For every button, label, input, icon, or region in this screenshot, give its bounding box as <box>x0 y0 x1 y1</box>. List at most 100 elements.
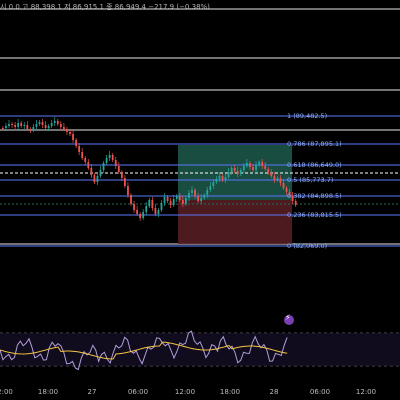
candle-body <box>267 169 270 172</box>
time-tick: 2:00 <box>0 388 13 396</box>
rsi-line <box>0 330 288 371</box>
candle-body <box>160 203 163 210</box>
candle-body <box>215 179 218 182</box>
candle-body <box>47 126 50 128</box>
candle-body <box>255 165 257 170</box>
candle-body <box>105 158 108 163</box>
time-tick: 12:00 <box>174 388 196 396</box>
fib-level-label: 0.618 (86,649.0) <box>287 161 342 169</box>
candle-body <box>206 190 209 195</box>
candle-body <box>2 128 4 129</box>
time-tick: 18:00 <box>37 388 59 396</box>
time-tick: 06:00 <box>127 388 149 396</box>
loss-zone <box>178 200 292 244</box>
candle-body <box>242 166 245 170</box>
candle-body <box>169 201 172 205</box>
candle-body <box>120 172 123 178</box>
candle-body <box>249 163 251 167</box>
candle-body <box>261 162 264 166</box>
candle-body <box>212 182 215 186</box>
candle-body <box>90 168 93 175</box>
time-axis: 2:00 18:00 27 06:00 12:00 18:00 28 06:00… <box>0 386 400 400</box>
candle-body <box>285 188 288 192</box>
fib-level-label: 0.5 (85,773.7) <box>287 176 333 184</box>
time-tick: 27 <box>87 388 97 396</box>
candle-body <box>288 192 291 196</box>
time-tick: 12:00 <box>355 388 377 396</box>
fibonacci-levels: 1 (89,482.5) 0.786 (87,895.1) 0.618 (86,64… <box>0 112 400 250</box>
candle-body <box>53 121 56 123</box>
fib-level-label: 0.382 (84,898.5) <box>287 192 342 200</box>
candle-body <box>188 193 190 198</box>
candle-body <box>239 170 242 174</box>
candle-body <box>203 195 206 198</box>
candle-body <box>41 122 44 125</box>
candle-body <box>246 163 248 166</box>
candle-body <box>32 127 35 130</box>
candle-body <box>224 177 227 180</box>
candle-body <box>114 160 117 166</box>
candle-body <box>148 200 151 206</box>
candle-body <box>154 208 157 214</box>
candle-body <box>26 125 29 129</box>
candle-body <box>102 163 105 170</box>
candle-body <box>66 129 68 132</box>
candle-body <box>136 210 138 214</box>
time-tick: 06:00 <box>309 388 331 396</box>
candle-body <box>273 176 276 180</box>
candle-body <box>200 198 203 201</box>
candle-body <box>63 127 65 129</box>
candle-body <box>72 134 74 140</box>
candle-body <box>59 124 62 127</box>
candle-body <box>5 126 7 128</box>
candle-body <box>291 196 294 201</box>
candle-body <box>14 125 16 127</box>
candle-body <box>218 176 221 179</box>
time-tick: 18:00 <box>219 388 241 396</box>
candle-body <box>84 158 87 162</box>
horizontal-lines <box>0 8 400 245</box>
candle-body <box>17 123 20 127</box>
candle-body <box>69 132 71 134</box>
candle-body <box>96 176 99 182</box>
candle-body <box>93 175 96 182</box>
candle-body <box>209 186 212 190</box>
candle-body <box>38 122 41 124</box>
candle-body <box>127 186 129 195</box>
candle-body <box>20 123 23 126</box>
candle-body <box>130 195 132 204</box>
candle-body <box>81 152 84 158</box>
candle-body <box>270 172 273 176</box>
candle-body <box>197 196 199 201</box>
candle-body <box>282 183 285 188</box>
candle-body <box>181 200 184 204</box>
candle-body <box>252 167 254 170</box>
candle-body <box>172 199 175 205</box>
rsi-ma-line <box>0 341 288 360</box>
time-tick: 28 <box>269 388 279 396</box>
candle-body <box>227 172 230 177</box>
candle-body <box>264 166 267 169</box>
candle-body <box>111 155 114 160</box>
candle-body <box>175 196 178 199</box>
candle-body <box>157 210 160 214</box>
candle-body <box>117 166 120 172</box>
candle-body <box>166 197 169 201</box>
candle-body <box>194 190 196 196</box>
candle-body <box>87 162 90 168</box>
candle-body <box>221 176 224 180</box>
lightning-icon[interactable] <box>284 313 294 325</box>
candle-body <box>23 125 26 126</box>
candle-body <box>78 146 81 152</box>
candle-body <box>145 206 148 212</box>
candle-body <box>142 212 145 218</box>
candle-body <box>133 204 135 210</box>
candle-body <box>56 121 59 124</box>
candle-body <box>99 170 102 176</box>
candle-body <box>191 190 193 193</box>
fib-level-label: 0.236 (83,815.5) <box>287 211 342 219</box>
candle-body <box>294 201 297 205</box>
candle-body <box>108 155 111 158</box>
